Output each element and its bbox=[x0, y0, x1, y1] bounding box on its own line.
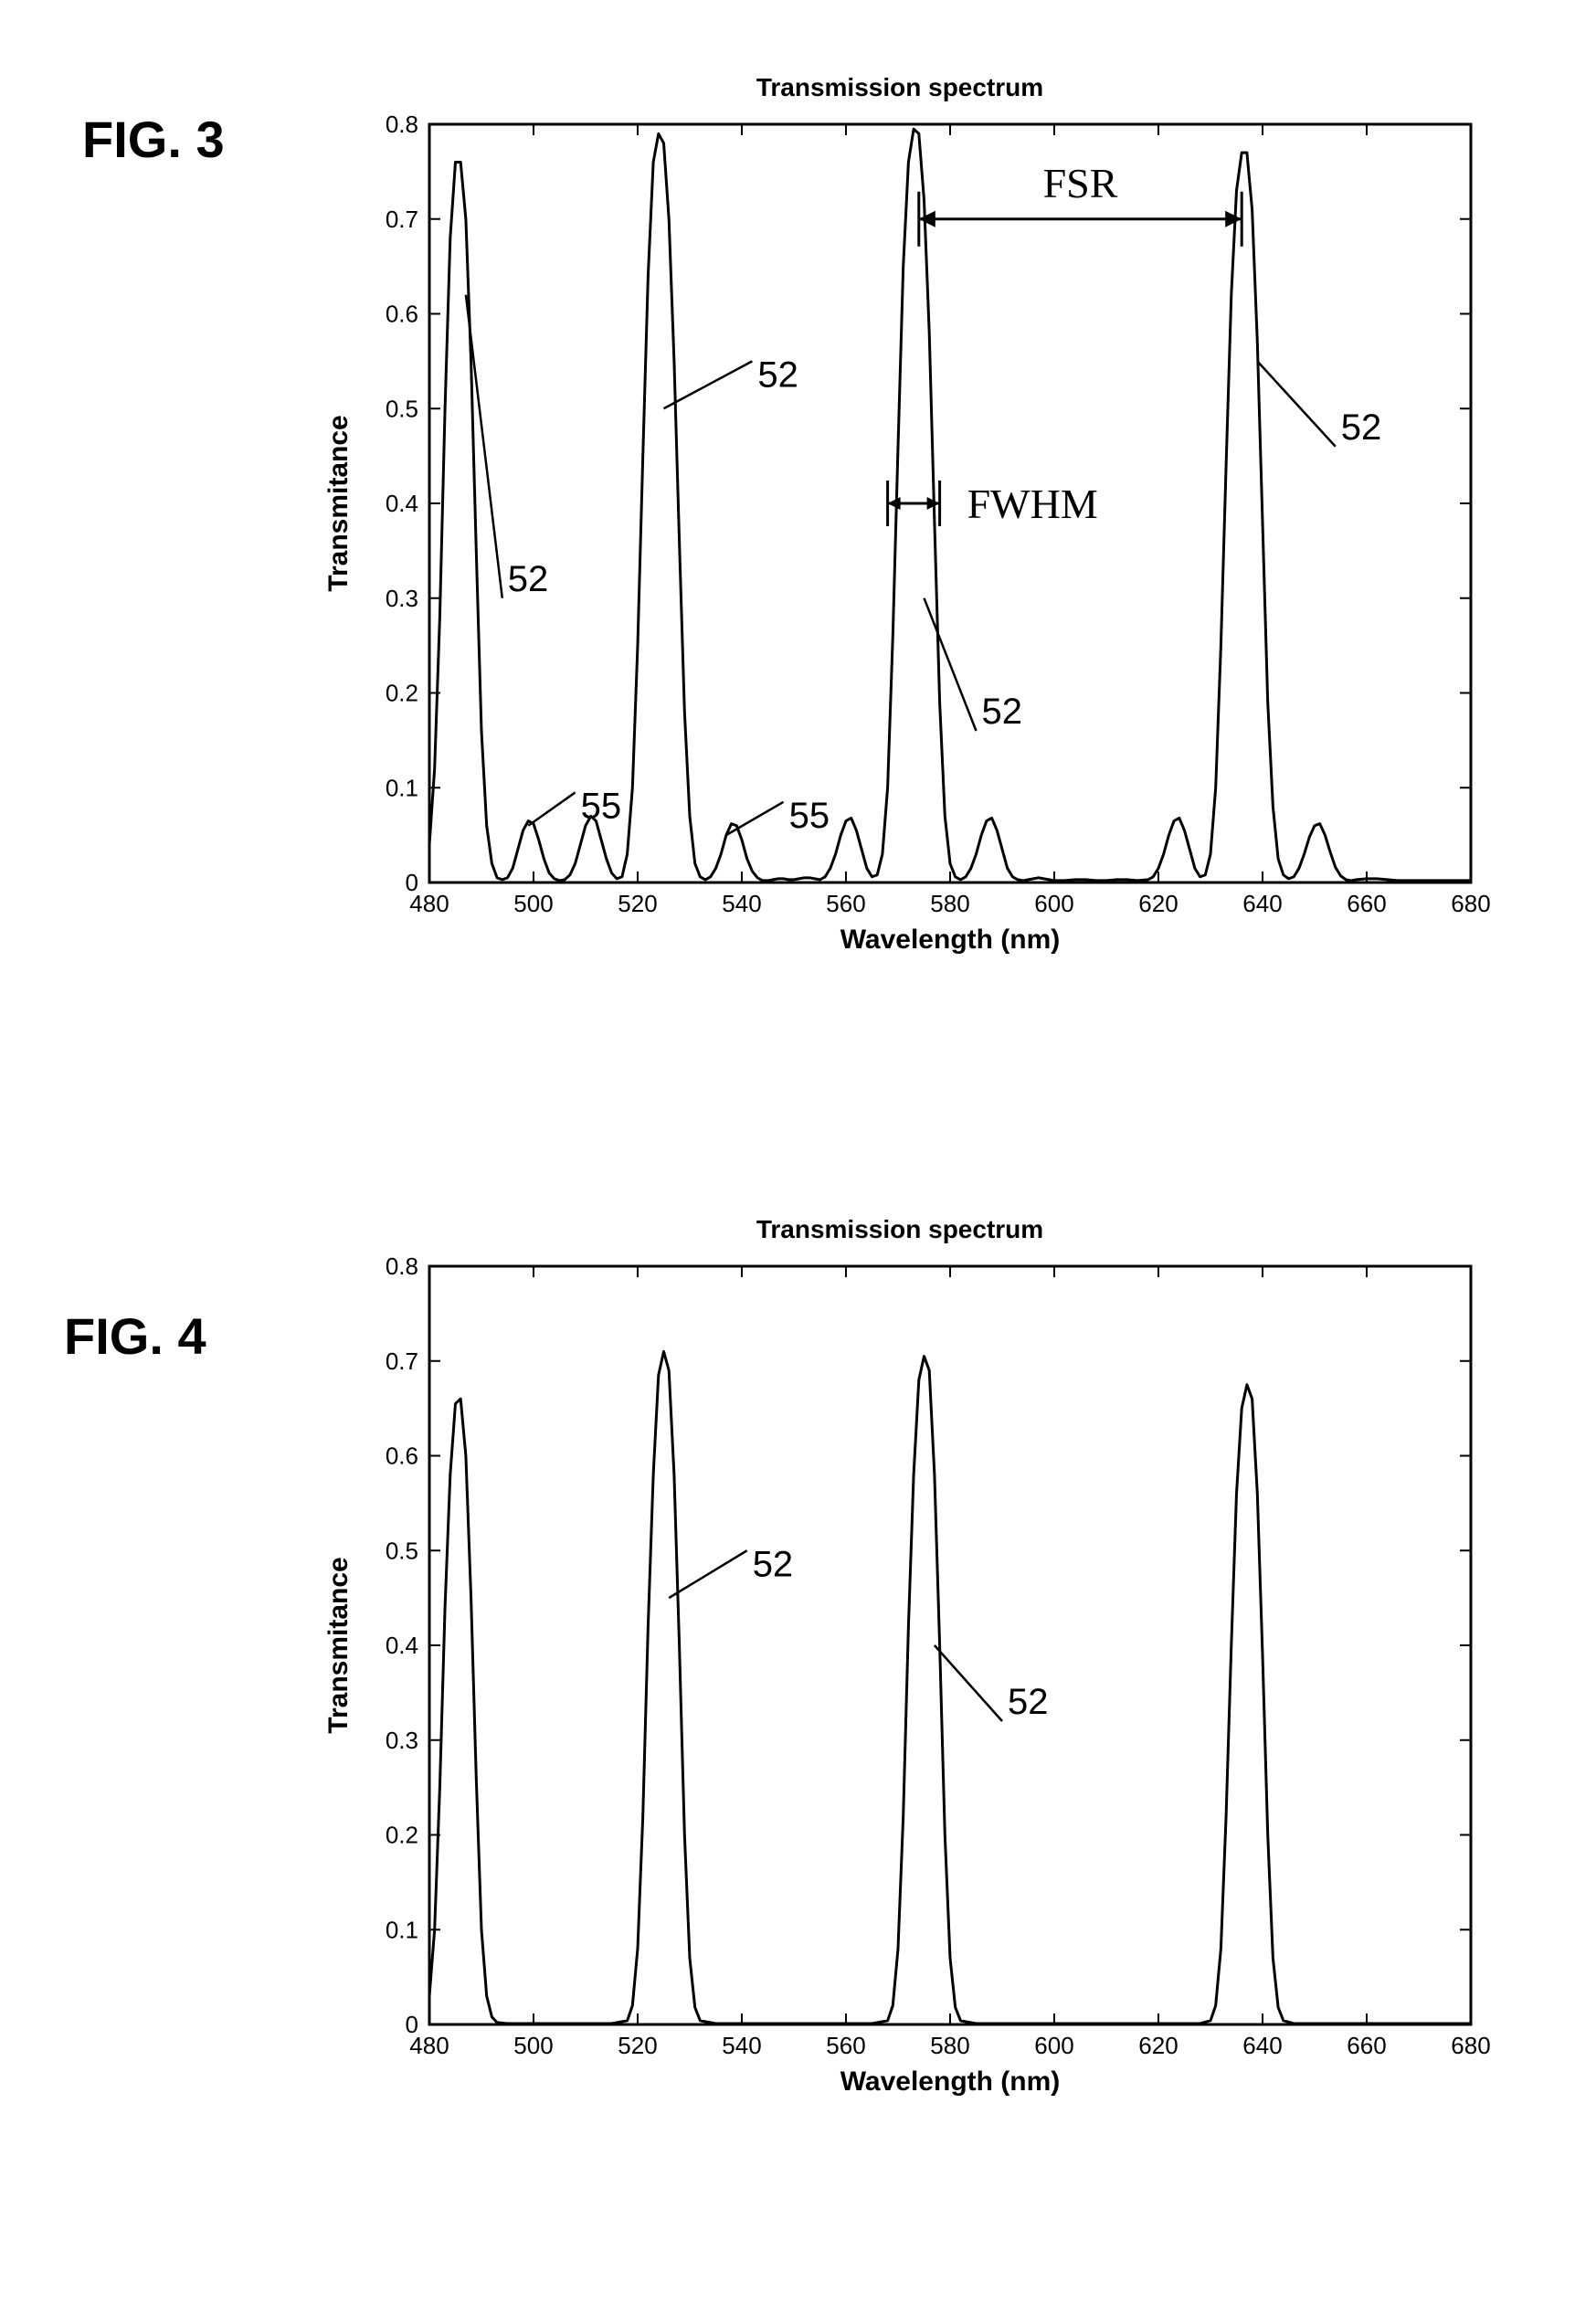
page: FIG. 3 Transmission spectrum 48050052054… bbox=[0, 0, 1596, 2304]
svg-text:52: 52 bbox=[757, 354, 798, 395]
svg-text:620: 620 bbox=[1138, 2032, 1178, 2059]
svg-text:680: 680 bbox=[1451, 890, 1490, 917]
svg-text:540: 540 bbox=[722, 890, 761, 917]
svg-text:52: 52 bbox=[508, 559, 549, 599]
svg-text:FWHM: FWHM bbox=[967, 481, 1098, 527]
svg-text:520: 520 bbox=[618, 890, 657, 917]
svg-text:660: 660 bbox=[1347, 890, 1386, 917]
fig3-chart: Transmission spectrum 480500520540560580… bbox=[301, 73, 1498, 974]
svg-text:0.5: 0.5 bbox=[386, 1537, 418, 1564]
svg-text:Wavelength (nm): Wavelength (nm) bbox=[840, 2066, 1061, 2097]
svg-text:0: 0 bbox=[406, 2011, 418, 2038]
svg-text:52: 52 bbox=[1008, 1682, 1049, 1722]
svg-text:0.2: 0.2 bbox=[386, 680, 418, 707]
svg-text:500: 500 bbox=[513, 890, 553, 917]
svg-text:Wavelength (nm): Wavelength (nm) bbox=[840, 925, 1061, 955]
fig3-label: FIG. 3 bbox=[82, 110, 225, 169]
fig4-chart: Transmission spectrum 480500520540560580… bbox=[301, 1215, 1498, 2116]
svg-text:0: 0 bbox=[406, 869, 418, 896]
svg-text:0.8: 0.8 bbox=[386, 111, 418, 138]
fig4-label: FIG. 4 bbox=[64, 1306, 206, 1366]
fig3-title: Transmission spectrum bbox=[301, 73, 1498, 102]
svg-text:0.4: 0.4 bbox=[386, 1632, 418, 1659]
svg-text:580: 580 bbox=[930, 2032, 969, 2059]
svg-text:0.7: 0.7 bbox=[386, 206, 418, 233]
svg-text:620: 620 bbox=[1138, 890, 1178, 917]
svg-text:0.8: 0.8 bbox=[386, 1252, 418, 1280]
svg-text:0.4: 0.4 bbox=[386, 490, 418, 517]
svg-text:580: 580 bbox=[930, 890, 969, 917]
svg-text:Transmitance: Transmitance bbox=[323, 1557, 354, 1733]
svg-text:52: 52 bbox=[1341, 407, 1382, 448]
svg-text:FSR: FSR bbox=[1043, 160, 1118, 206]
svg-text:0.1: 0.1 bbox=[386, 774, 418, 801]
svg-text:55: 55 bbox=[581, 786, 622, 826]
svg-text:0.5: 0.5 bbox=[386, 395, 418, 422]
svg-text:600: 600 bbox=[1034, 890, 1073, 917]
svg-text:640: 640 bbox=[1242, 2032, 1282, 2059]
svg-text:55: 55 bbox=[789, 796, 830, 836]
svg-text:Transmitance: Transmitance bbox=[323, 415, 354, 591]
svg-text:560: 560 bbox=[826, 890, 865, 917]
svg-text:0.7: 0.7 bbox=[386, 1348, 418, 1375]
svg-text:0.6: 0.6 bbox=[386, 1443, 418, 1470]
svg-text:0.3: 0.3 bbox=[386, 1727, 418, 1754]
svg-text:560: 560 bbox=[826, 2032, 865, 2059]
fig4-svg: 48050052054056058060062064066068000.10.2… bbox=[301, 1248, 1498, 2116]
svg-text:0.3: 0.3 bbox=[386, 585, 418, 612]
svg-text:52: 52 bbox=[982, 692, 1023, 732]
svg-text:600: 600 bbox=[1034, 2032, 1073, 2059]
svg-text:540: 540 bbox=[722, 2032, 761, 2059]
svg-text:500: 500 bbox=[513, 2032, 553, 2059]
svg-text:0.6: 0.6 bbox=[386, 301, 418, 328]
svg-text:680: 680 bbox=[1451, 2032, 1490, 2059]
fig4-title: Transmission spectrum bbox=[301, 1215, 1498, 1244]
fig3-svg: 48050052054056058060062064066068000.10.2… bbox=[301, 106, 1498, 974]
svg-text:0.2: 0.2 bbox=[386, 1822, 418, 1849]
svg-text:660: 660 bbox=[1347, 2032, 1386, 2059]
svg-text:640: 640 bbox=[1242, 890, 1282, 917]
svg-text:0.1: 0.1 bbox=[386, 1916, 418, 1943]
svg-text:520: 520 bbox=[618, 2032, 657, 2059]
svg-text:52: 52 bbox=[753, 1544, 794, 1584]
